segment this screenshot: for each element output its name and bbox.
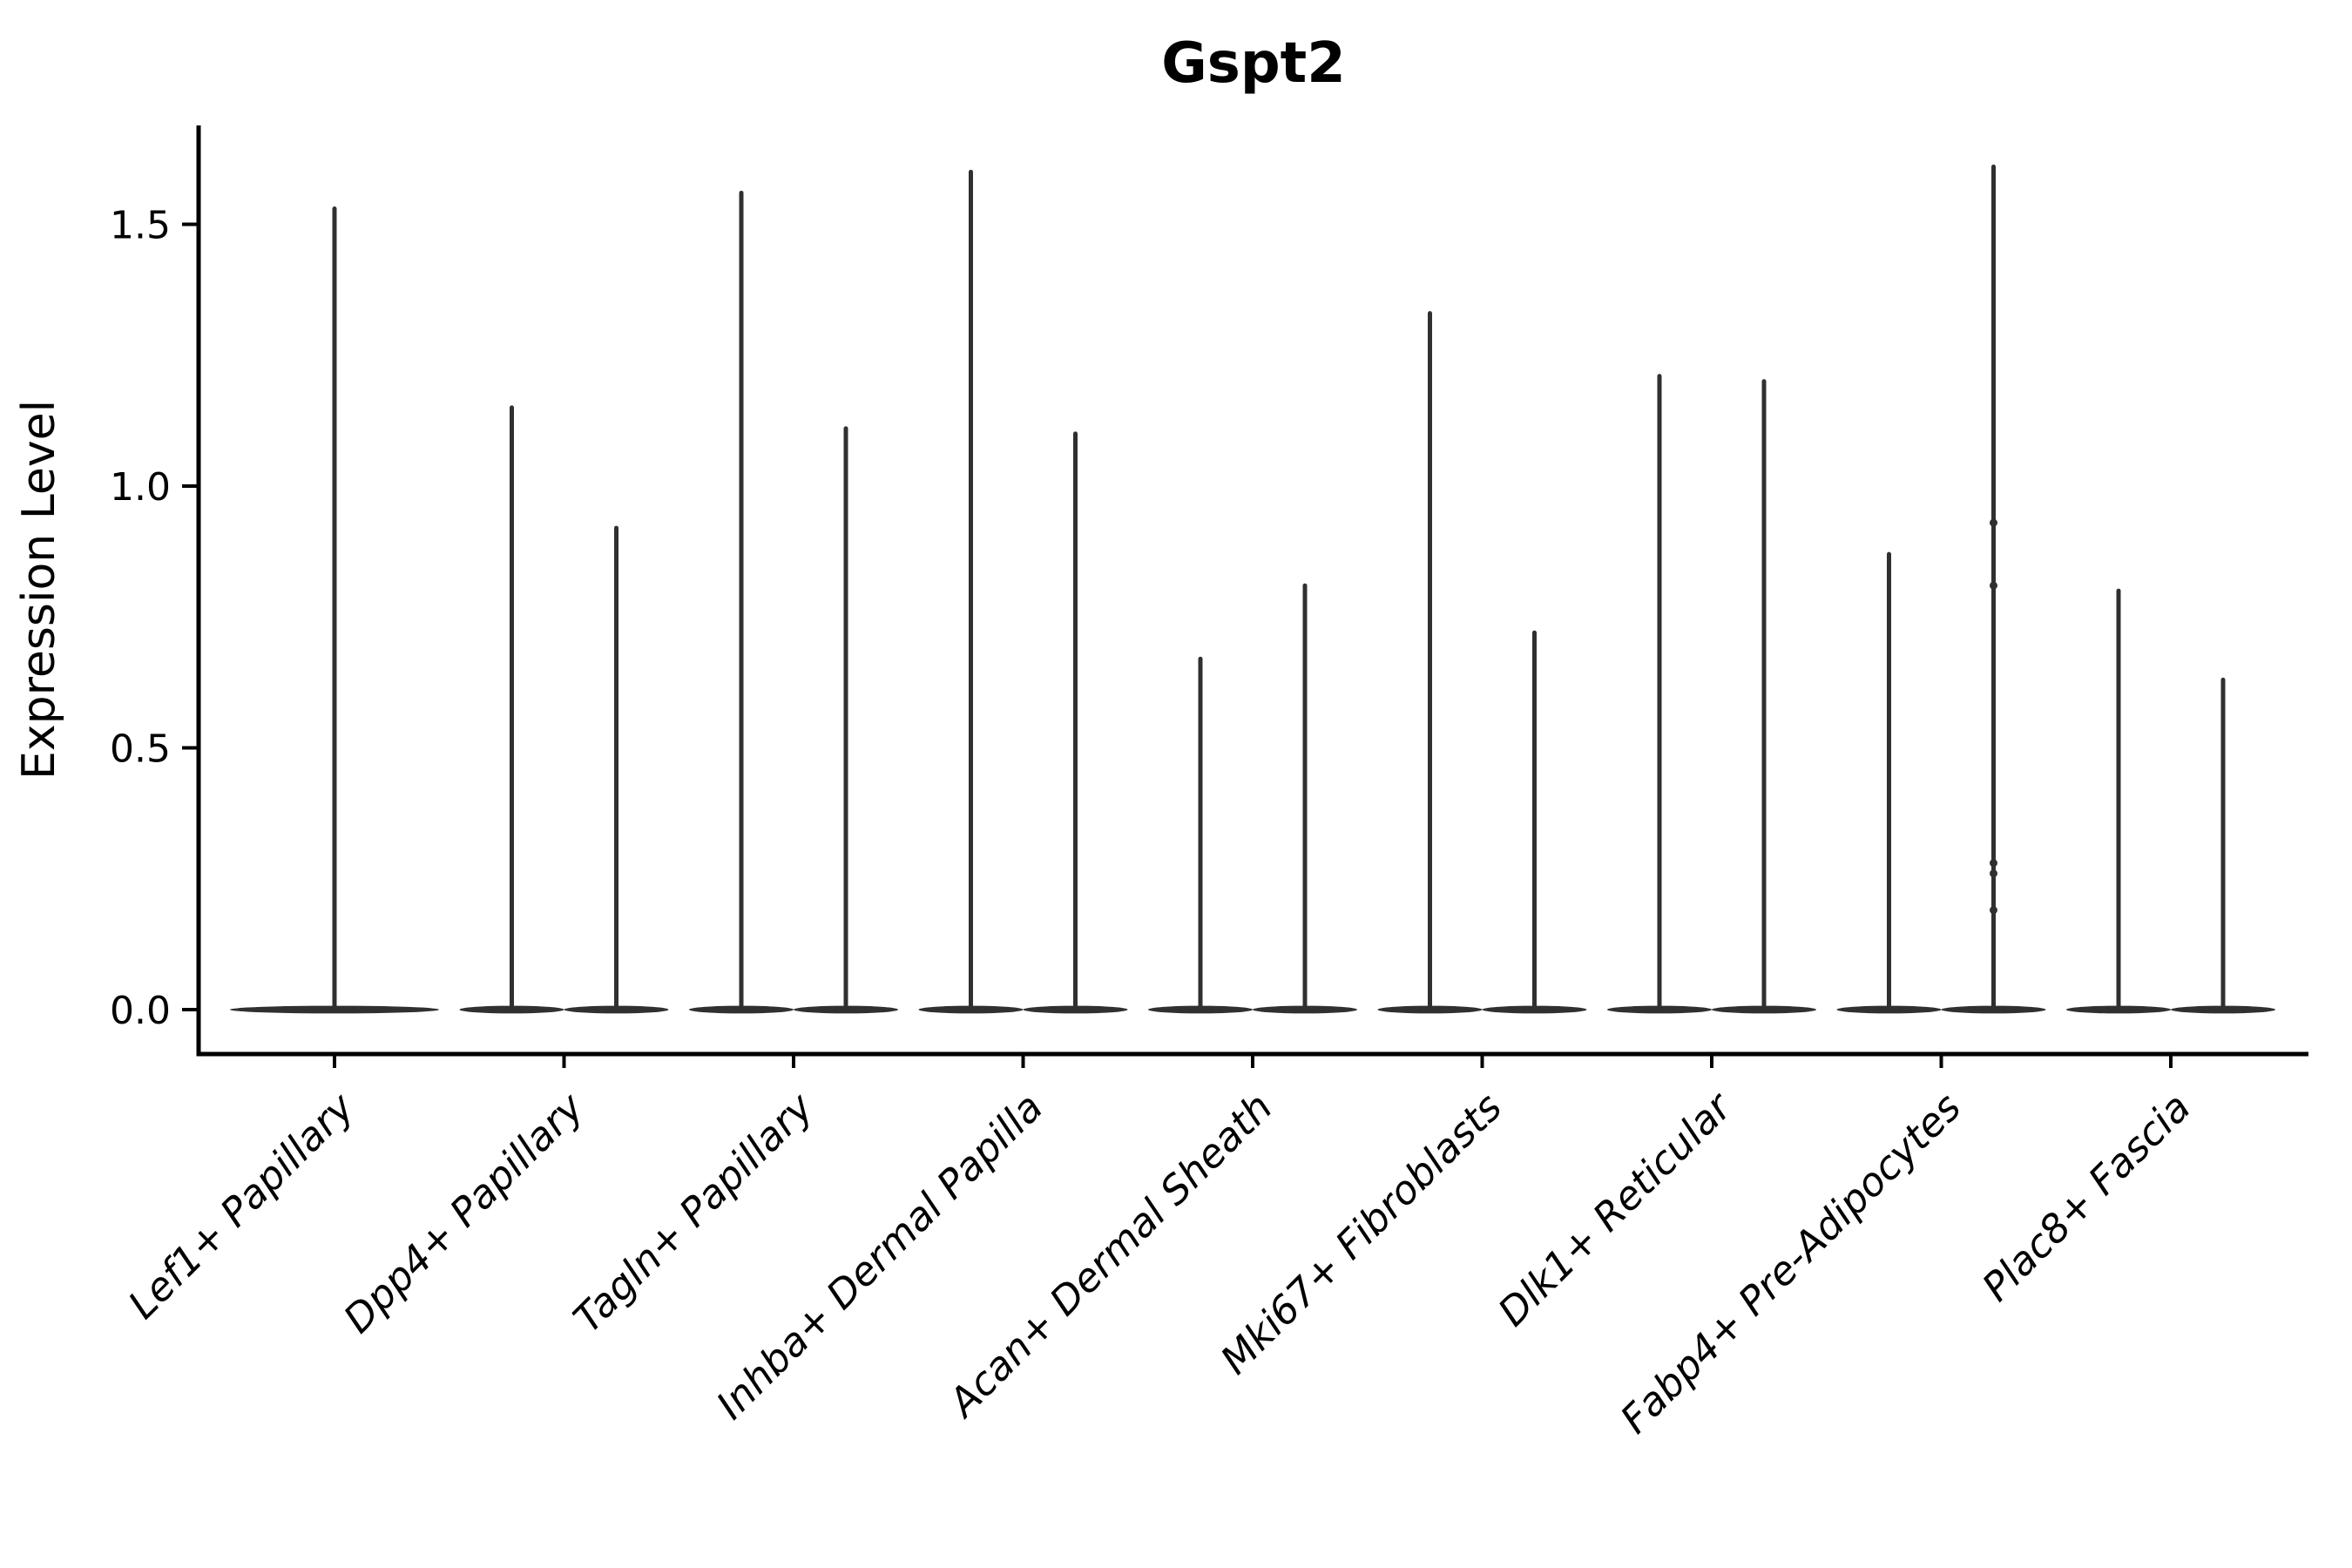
y-tick-label: 0.5 (110, 727, 171, 772)
x-tick-label: Lef1+ Papillary (119, 1083, 364, 1328)
x-tick-label: Plac8+ Fascia (1973, 1084, 2200, 1310)
expression-point (1990, 859, 1997, 868)
y-tick-label: 1.5 (110, 204, 171, 248)
x-tick-label: Dpp4+ Papillary (335, 1083, 593, 1342)
expression-point (1990, 869, 1997, 878)
y-tick-label: 1.0 (110, 465, 171, 510)
y-axis-label: Expression Level (13, 400, 65, 780)
x-tick-label: Dlk1+ Reticular (1489, 1083, 1741, 1335)
y-tick-label: 0.0 (110, 989, 171, 1033)
expression-point (1990, 518, 1997, 527)
chart-title: Gspt2 (1161, 31, 1346, 96)
expression-point (1990, 581, 1997, 590)
x-tick-label: Tagln+ Papillary (564, 1083, 823, 1342)
expression-point (1990, 906, 1997, 915)
